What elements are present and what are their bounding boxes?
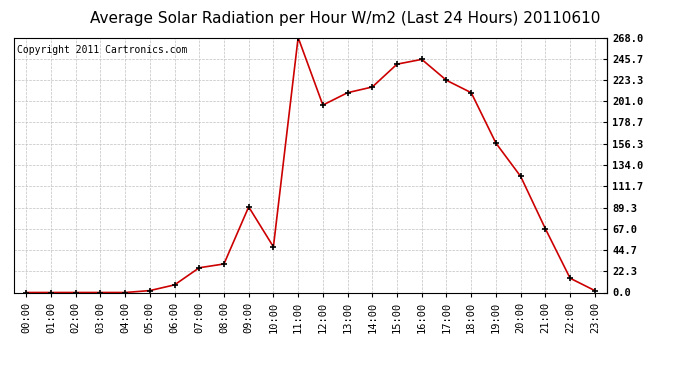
Text: Average Solar Radiation per Hour W/m2 (Last 24 Hours) 20110610: Average Solar Radiation per Hour W/m2 (L…: [90, 11, 600, 26]
Text: Copyright 2011 Cartronics.com: Copyright 2011 Cartronics.com: [17, 45, 187, 55]
